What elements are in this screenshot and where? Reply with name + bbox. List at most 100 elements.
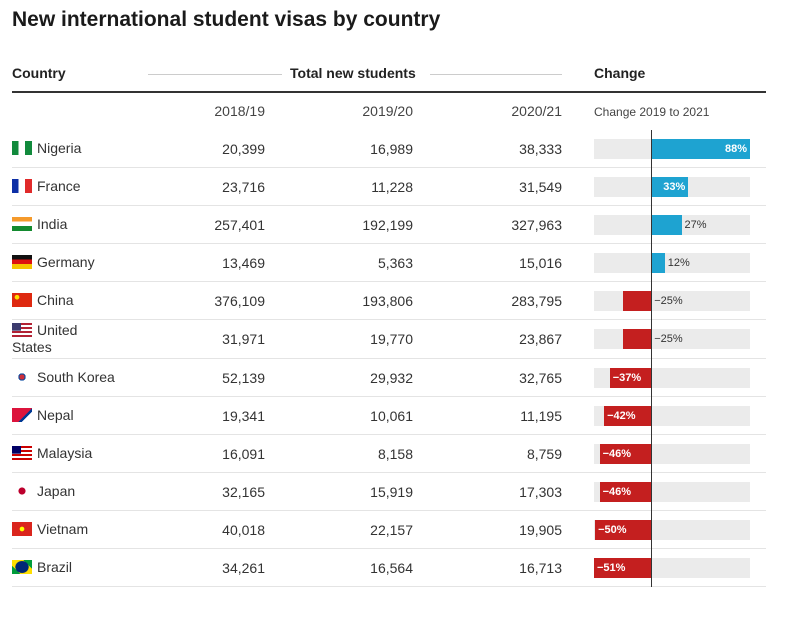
country-cell: Nigeria	[12, 138, 116, 159]
flag-icon	[12, 484, 32, 498]
table-row: China 376,109 193,806 283,795 −25%	[12, 282, 766, 320]
value-cell: 31,971	[222, 331, 265, 347]
bar-track: −25%	[594, 329, 750, 349]
bar-label: −46%	[602, 447, 632, 460]
title: New international student visas by count…	[12, 8, 441, 31]
bar-track: −51%	[594, 557, 750, 578]
bar	[623, 329, 652, 349]
value-cell: 193,806	[362, 292, 413, 309]
bar	[651, 138, 750, 159]
table-body: Nigeria 20,399 16,989 38,333 88% France 23,716…	[12, 130, 766, 587]
bar	[651, 252, 665, 273]
bar	[609, 367, 652, 388]
value-cell: 16,713	[519, 559, 562, 576]
value-cell: 257,401	[214, 216, 265, 233]
bar-label: −42%	[607, 409, 636, 422]
value-cell: 19,341	[222, 407, 265, 424]
value-cell: 16,989	[370, 140, 413, 157]
flag-icon	[12, 323, 32, 337]
value-cell: 23,716	[222, 178, 265, 195]
header-change: Change	[594, 65, 646, 81]
value-cell: 376,109	[214, 292, 265, 309]
bar	[623, 290, 652, 311]
zero-line	[651, 130, 653, 587]
country-cell: Malaysia	[12, 443, 116, 464]
country-cell: South Korea	[12, 367, 116, 388]
value-cell: 8,158	[377, 445, 413, 462]
flag-icon	[12, 522, 32, 536]
value-cell: 34,261	[222, 559, 265, 576]
bar-label: −37%	[612, 371, 642, 384]
country-name: India	[37, 216, 68, 232]
bar-label: −25%	[654, 294, 683, 307]
value-cell: 32,165	[222, 483, 265, 500]
country-name: Japan	[37, 483, 76, 499]
table-row: India 257,401 192,199 327,963 27%	[12, 206, 766, 244]
value-cell: 283,795	[511, 292, 562, 309]
country-name: Nigeria	[37, 140, 82, 156]
bar-track: 88%	[594, 138, 750, 159]
value-cell: 20,399	[222, 140, 265, 157]
country-cell: Nepal	[12, 405, 116, 426]
bar-label: −51%	[597, 561, 626, 574]
flag-icon	[12, 255, 32, 269]
table-row: Malaysia 16,091 8,158 8,759 −46%	[12, 435, 766, 473]
bar-track: −37%	[594, 367, 750, 388]
table-row: Vietnam 40,018 22,157 19,905 −50%	[12, 511, 766, 549]
flag-icon	[12, 446, 32, 460]
value-cell: 52,139	[222, 369, 265, 386]
country-cell: Japan	[12, 481, 116, 502]
country-name: Germany	[37, 254, 95, 270]
country-name: South Korea	[37, 369, 115, 385]
value-cell: 15,016	[519, 254, 562, 271]
value-cell: 5,363	[377, 254, 413, 271]
bar-label: 33%	[663, 180, 686, 193]
table-row: Nepal 19,341 10,061 11,195 −42%	[12, 397, 766, 435]
bar-track: −25%	[594, 290, 750, 311]
table-row: Japan 32,165 15,919 17,303 −46%	[12, 473, 766, 511]
flag-icon	[12, 370, 32, 384]
table-row: Nigeria 20,399 16,989 38,333 88%	[12, 130, 766, 168]
value-cell: 11,195	[520, 407, 562, 424]
value-cell: 40,018	[222, 521, 265, 538]
flag-icon	[12, 179, 32, 193]
table-row: France 23,716 11,228 31,549 33%	[12, 168, 766, 206]
bar-track: 27%	[594, 214, 750, 235]
country-name: Brazil	[37, 559, 73, 575]
flag-icon	[12, 408, 32, 422]
table-row: South Korea 52,139 29,932 32,765 −37%	[12, 359, 766, 397]
value-cell: 31,549	[519, 178, 562, 195]
bar-label: 12%	[667, 256, 690, 269]
bar-label: −50%	[598, 523, 627, 536]
bar-track: −46%	[594, 481, 750, 502]
flag-icon	[12, 217, 32, 231]
country-cell: China	[12, 290, 116, 311]
value-cell: 22,157	[370, 521, 413, 538]
country-cell: India	[12, 214, 116, 235]
bar	[599, 481, 652, 502]
value-cell: 38,333	[519, 140, 562, 157]
value-cell: 19,905	[519, 521, 562, 538]
value-cell: 11,228	[371, 178, 413, 195]
flag-icon	[12, 141, 32, 155]
bar	[604, 405, 652, 426]
value-cell: 15,919	[370, 483, 413, 500]
flag-icon	[12, 560, 32, 574]
country-cell: Vietnam	[12, 519, 116, 540]
column-header: 2019/20	[362, 103, 413, 119]
header-divider	[12, 91, 766, 93]
bar-label: −46%	[602, 485, 632, 498]
value-cell: 29,932	[370, 369, 413, 386]
header-rule	[148, 74, 282, 75]
column-header: 2018/19	[214, 103, 265, 119]
country-name: France	[37, 178, 81, 194]
value-cell: 17,303	[519, 483, 562, 500]
bar-track: 12%	[594, 252, 750, 273]
value-cell: 192,199	[362, 216, 413, 233]
bar-label: 27%	[684, 218, 707, 231]
value-cell: 23,867	[519, 331, 562, 347]
value-cell: 19,770	[370, 331, 413, 347]
header-group: Total new students	[290, 65, 416, 81]
bar-label: 88%	[724, 142, 747, 155]
